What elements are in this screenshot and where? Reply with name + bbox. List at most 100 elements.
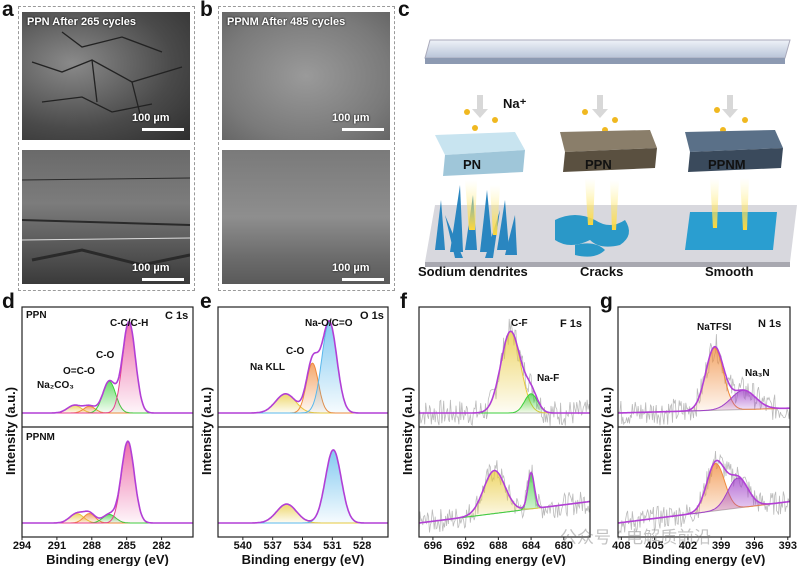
peak-label: C-O [96,350,115,361]
scale-bar [342,128,384,131]
y-axis-label: Intensity (a.u.) [599,386,614,475]
peak-label: C-O [286,346,305,357]
x-tick-label: 288 [82,540,101,552]
peak-fill-na-kll [218,504,388,523]
envelope-line [419,330,590,414]
peak-line-c-c-c-h [22,440,193,524]
panel-b-frame [218,6,395,291]
envelope-line [22,320,193,414]
sem-image-ppn-bottom: 100 µm [22,150,190,284]
x-axis-label: Binding energy (eV) [642,552,766,566]
y-axis-label: Intensity (a.u.) [400,386,415,475]
plot-title-g: N 1s [758,318,782,330]
outcome-label-dendrites: Sodium dendrites [418,264,528,279]
sem-caption-a: PPN After 265 cycles [27,16,137,28]
peak-label: Na-F [537,373,560,384]
x-tick-label: 692 [456,540,475,552]
membrane-label-pn: PN [463,157,482,172]
plot-title-f: F 1s [560,318,583,330]
arrow-icons [472,95,738,118]
y-axis-label: Intensity (a.u.) [3,386,18,475]
membrane-ppnm [685,130,783,172]
x-tick-label: 696 [423,540,443,552]
x-tick-label: 396 [745,540,764,552]
panel-label-b: b [200,0,213,21]
peak-fill-c-f [419,470,590,523]
x-tick-label: 540 [233,540,253,552]
plot-frame [617,306,791,538]
peak-fill-na3n [618,390,790,413]
peak-fill-c-c-c-h [22,441,193,523]
panel-label-g: g [600,290,613,313]
peak-line-na-o-c-o [218,449,388,524]
panel-label-d: d [2,290,15,313]
outcome-label-smooth: Smooth [705,264,754,279]
crack-deposits [555,215,629,257]
x-tick-label: 537 [263,540,282,552]
x-tick-label: 393 [778,540,797,552]
sodium-ion-label: Na⁺ [503,96,527,111]
peak-fill-na3n [618,477,790,523]
peak-label: C-C/C-H [110,318,149,329]
peak-label: Na₃N [745,368,770,379]
peak-label: Na₂CO₃ [37,380,74,391]
peak-label: Na KLL [250,362,285,373]
peak-fill-c-o [22,381,193,413]
x-tick-label: 688 [489,540,508,552]
envelope-line [418,469,591,524]
x-tick-label: 294 [12,540,32,552]
peak-fill-na-o-c-o [218,449,388,523]
sodium-dendrites [435,185,517,258]
peak-label: C-F [511,318,528,329]
plot-title-e: O 1s [360,310,384,322]
panel-label-e: e [200,290,212,313]
sem-caption-b: PPNM After 485 cycles [227,16,346,28]
outcome-label-cracks: Cracks [580,264,624,279]
x-tick-label: 531 [323,540,342,552]
plot-title-d: C 1s [165,310,189,322]
raw-data-line [418,460,591,534]
x-tick-label: 405 [645,540,664,552]
scale-label: 100 µm [132,112,170,124]
sem-image-ppnm-top: PPNM After 485 cycles 100 µm [222,12,390,140]
scale-bar [142,128,184,131]
ion-flux-beams [465,178,749,235]
scale-bar [342,278,384,281]
membrane-ppn [560,130,657,172]
x-tick-label: 402 [678,540,698,552]
envelope-line [618,345,790,414]
sample-label-ppn: PPN [26,310,47,321]
envelope-line [22,440,193,524]
plot-frame [21,306,194,538]
membrane-pn [435,132,525,176]
x-tick-label: 285 [117,540,136,552]
watermark: 公众号 · 电解质前沿 [560,528,712,547]
panel-a-frame [18,6,195,291]
sem-image-ppnm-bottom: 100 µm [222,150,390,284]
peak-fill-c-f [419,331,590,413]
peak-label: Na-O/C=O [305,318,353,329]
peak-label: O=C-O [63,366,95,377]
current-collector-top [424,39,791,64]
x-axis-label: Binding energy (eV) [241,552,365,566]
envelope-line [218,449,388,524]
peak-fill-na2co3 [22,405,193,413]
x-tick-label: 408 [612,540,631,552]
x-axis-label: Binding energy (eV) [46,552,169,566]
envelope-line [617,459,791,524]
membrane-label-ppn: PPN [585,157,612,172]
peak-fill-c-o [22,514,193,523]
plot-frame [217,306,389,538]
scale-label: 100 µm [132,262,170,274]
envelope-line [218,320,388,414]
scale-bar [142,278,184,281]
x-axis-label: Binding energy (eV) [443,552,566,566]
peak-fill-c-o [218,363,388,413]
x-tick-label: 684 [521,540,541,552]
peak-label: NaTFSI [697,322,732,333]
panel-label-f: f [400,290,407,313]
membrane-label-ppnm: PPNM [708,157,746,172]
scale-label: 100 µm [332,112,370,124]
